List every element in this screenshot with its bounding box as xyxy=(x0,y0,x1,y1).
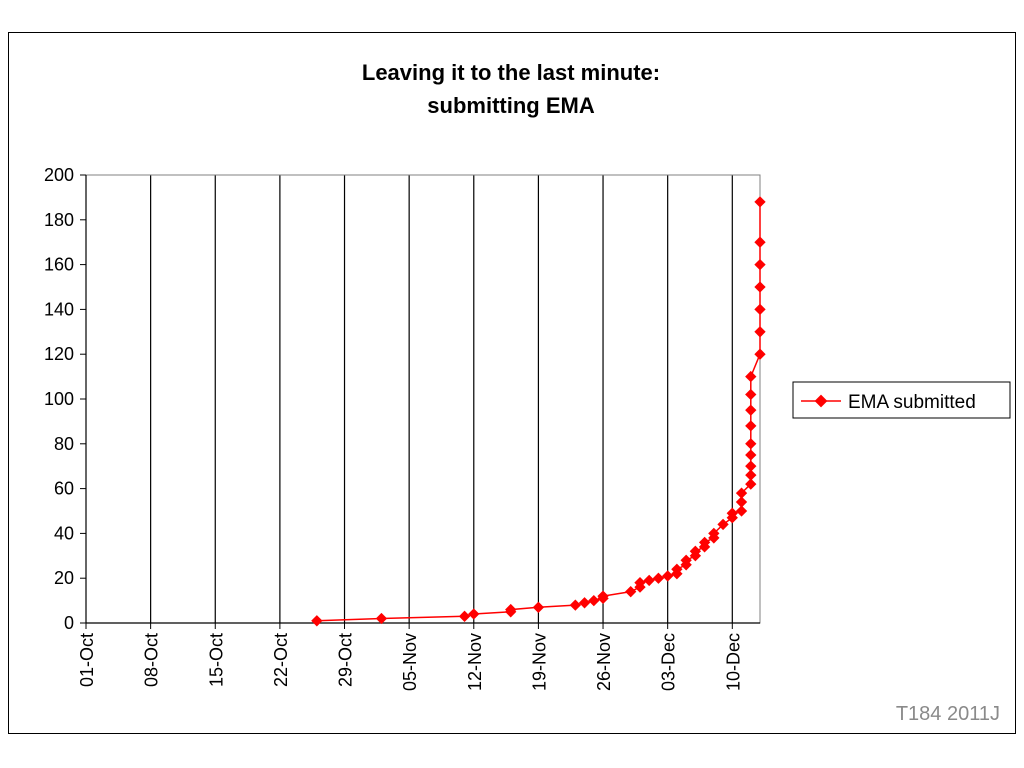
y-tick-label: 40 xyxy=(54,523,74,543)
data-point xyxy=(569,599,582,611)
y-tick-label: 200 xyxy=(44,165,74,185)
data-point xyxy=(745,478,757,490)
data-point xyxy=(745,420,757,432)
data-point xyxy=(745,449,757,461)
y-tick-label: 100 xyxy=(44,389,74,409)
data-point xyxy=(698,536,711,549)
x-tick-label: 12-Nov xyxy=(465,633,485,691)
data-point xyxy=(588,594,600,607)
x-tick-label: 10-Dec xyxy=(723,633,743,691)
x-tick-label: 08-Oct xyxy=(142,633,162,687)
y-tick-label: 80 xyxy=(54,434,74,454)
data-point xyxy=(375,612,388,625)
y-tick-label: 180 xyxy=(44,210,74,230)
y-tick-label: 160 xyxy=(44,255,74,275)
plot-area-border xyxy=(85,174,761,624)
x-tick-label: 29-Oct xyxy=(336,633,356,687)
data-point xyxy=(754,281,766,293)
data-point xyxy=(745,404,757,416)
data-point xyxy=(662,570,674,582)
data-point xyxy=(745,460,757,472)
data-point xyxy=(671,563,683,575)
grid-lines xyxy=(150,175,733,623)
legend: EMA submitted xyxy=(792,381,1011,419)
data-point xyxy=(680,554,692,566)
data-point xyxy=(726,507,738,519)
data-point xyxy=(625,585,637,598)
data-point xyxy=(578,597,591,609)
x-tick-label: 26-Nov xyxy=(594,633,614,691)
x-tick-label: 22-Oct xyxy=(271,633,291,687)
chart-title-line-1: Leaving it to the last minute: xyxy=(362,60,660,85)
data-point xyxy=(745,370,757,383)
chart-frame xyxy=(8,32,1016,734)
legend-label: EMA submitted xyxy=(848,392,976,413)
data-point xyxy=(745,469,757,481)
y-tick-label: 0 xyxy=(64,613,74,633)
watermark: T184 2011J xyxy=(896,703,1000,725)
data-point xyxy=(754,348,766,360)
data-point xyxy=(468,608,480,620)
y-tick-label: 60 xyxy=(54,479,74,499)
x-tick-label: 15-Oct xyxy=(206,633,226,687)
data-point xyxy=(735,487,748,499)
legend-box xyxy=(792,381,1011,419)
axes xyxy=(80,174,760,629)
x-tick-label: 03-Dec xyxy=(659,633,679,691)
data-point xyxy=(745,438,757,450)
data-point xyxy=(735,496,748,508)
data-point xyxy=(708,527,720,540)
data-point xyxy=(505,603,517,616)
data-point xyxy=(652,572,665,584)
data-point xyxy=(311,615,323,627)
data-point xyxy=(754,326,766,338)
data-point xyxy=(754,196,766,208)
x-tick-labels: 01-Oct 08-Oct 15-Oct 22-Oct 29-Oct 05-Nov 12-N… xyxy=(77,633,743,691)
data-point xyxy=(754,236,766,248)
data-point xyxy=(597,590,609,602)
y-tick-label: 120 xyxy=(44,344,74,364)
data-point xyxy=(754,303,766,316)
data-point xyxy=(458,610,471,622)
x-tick-label: 05-Nov xyxy=(400,633,420,691)
x-tick-label: 19-Nov xyxy=(529,633,549,691)
data-point xyxy=(754,258,766,271)
data-point xyxy=(745,388,757,401)
data-point xyxy=(717,518,729,531)
chart-title-line-2: submitting EMA xyxy=(427,93,595,118)
x-tick-label: 01-Oct xyxy=(77,633,97,687)
y-tick-label: 20 xyxy=(54,568,74,588)
data-point xyxy=(643,574,655,587)
data-point xyxy=(532,601,545,613)
y-tick-label: 140 xyxy=(44,299,74,319)
y-tick-labels: 0 20 40 60 80 100 120 140 160 180 200 xyxy=(44,165,74,633)
